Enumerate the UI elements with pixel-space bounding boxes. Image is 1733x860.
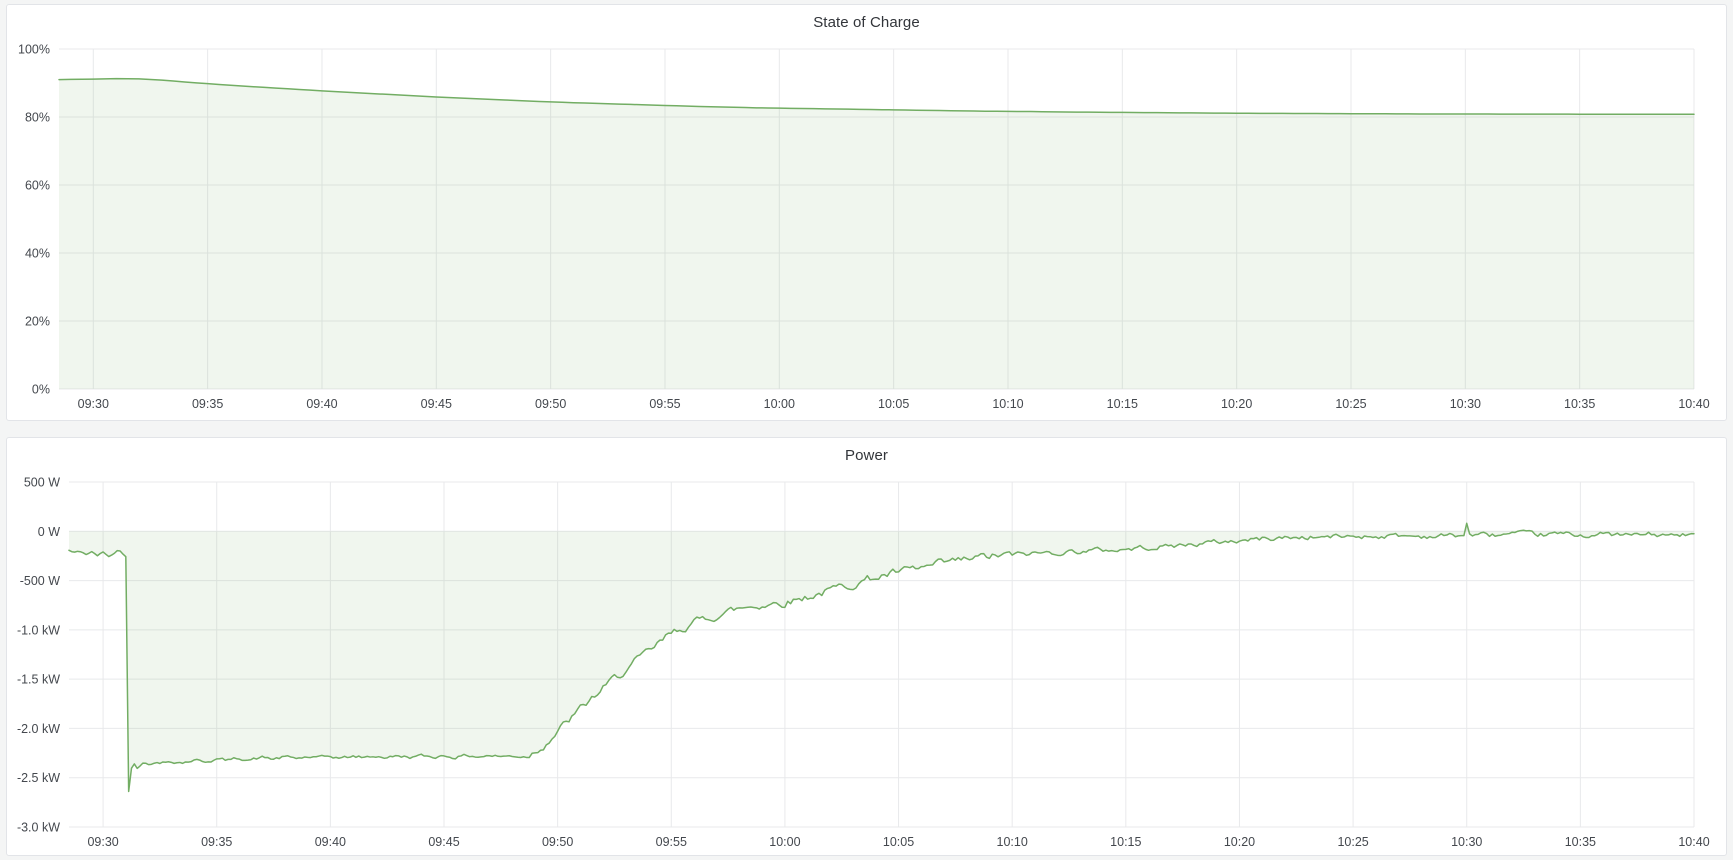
power-chart[interactable]: 500 W 0 W -500 W -1.0 kW -1.5 kW -2.0 kW -2.5 …: [7, 472, 1726, 857]
panel-power: Power 500 W 0 W -500 W -1.0 kW -1.5 kW -2.0 k…: [6, 437, 1727, 856]
x-axis-labels: 09:30 09:35 09:40 09:45 09:50 09:55 10:00 10:05…: [87, 835, 1709, 849]
panel-state-of-charge: State of Charge 100% 80% 60% 40% 20% 0% 09:30 0…: [6, 4, 1727, 421]
series-area-fill: [59, 78, 1694, 389]
x-tick-label: 10:40: [1678, 835, 1709, 849]
x-tick-label: 09:50: [535, 397, 566, 411]
panel-title-power[interactable]: Power: [844, 446, 889, 464]
y-tick-label: 60%: [25, 179, 50, 193]
x-tick-label: 10:40: [1678, 397, 1709, 411]
series-area-fill: [69, 523, 1694, 792]
state-of-charge-chart[interactable]: 100%80%60%40%20%0%09:30 09:35 09:40 09:45 09…: [7, 39, 1726, 419]
x-tick-label: 10:15: [1107, 397, 1138, 411]
grid-lines: [69, 481, 1695, 828]
x-axis-labels: 09:30 09:35 09:40 09:45 09:50 09:55 10:00 10:05…: [78, 397, 1710, 411]
y-tick-label: -2.0 kW: [17, 722, 60, 736]
x-tick-label: 10:10: [997, 835, 1028, 849]
x-tick-label: 10:25: [1335, 397, 1366, 411]
x-tick-label: 10:20: [1224, 835, 1255, 849]
panel-title-state-of-charge[interactable]: State of Charge: [813, 13, 920, 31]
y-tick-label: -1.5 kW: [17, 673, 60, 687]
x-tick-label: 09:55: [656, 835, 687, 849]
x-tick-label: 09:50: [542, 835, 573, 849]
x-tick-label: 09:35: [192, 397, 223, 411]
x-tick-label: 10:15: [1110, 835, 1141, 849]
series-fill-group: [69, 523, 1694, 792]
y-tick-label: 0 W: [38, 525, 60, 539]
y-tick-label: 500 W: [24, 476, 60, 490]
x-tick-label: 10:25: [1337, 835, 1368, 849]
y-tick-label: -2.5 kW: [17, 771, 60, 785]
panel-header-power[interactable]: Power: [7, 438, 1726, 472]
x-tick-label: 10:20: [1221, 397, 1252, 411]
y-axis-labels: 100% 80% 60% 40% 20% 0%: [18, 43, 50, 397]
x-tick-label: 10:30: [1450, 397, 1481, 411]
series-line: [58, 77, 1695, 116]
y-axis-labels: 500 W 0 W -500 W -1.0 kW -1.5 kW -2.0 kW -2.5 …: [17, 476, 60, 835]
x-tick-label: 09:55: [649, 397, 680, 411]
x-tick-label: 10:10: [992, 397, 1023, 411]
y-tick-label: -500 W: [20, 574, 60, 588]
series-line-group: [58, 77, 1695, 116]
x-tick-label: 10:35: [1564, 397, 1595, 411]
series-fill-group: [59, 78, 1694, 389]
y-tick-label: 0%: [32, 383, 50, 397]
x-tick-label: 10:05: [883, 835, 914, 849]
series-line-group: [68, 522, 1695, 793]
x-tick-label: 09:35: [201, 835, 232, 849]
x-tick-label: 10:00: [764, 397, 795, 411]
x-tick-label: 09:45: [421, 397, 452, 411]
x-tick-label: 10:00: [769, 835, 800, 849]
panel-header-state-of-charge[interactable]: State of Charge: [7, 5, 1726, 39]
y-tick-label: 20%: [25, 315, 50, 329]
x-tick-label: 10:05: [878, 397, 909, 411]
x-tick-label: 09:40: [315, 835, 346, 849]
x-tick-label: 10:35: [1565, 835, 1596, 849]
y-tick-label: -3.0 kW: [17, 821, 60, 835]
x-tick-label: 09:30: [78, 397, 109, 411]
y-tick-label: 40%: [25, 247, 50, 261]
x-tick-label: 10:30: [1451, 835, 1482, 849]
y-tick-label: -1.0 kW: [17, 623, 60, 637]
x-tick-label: 09:40: [306, 397, 337, 411]
y-tick-label: 80%: [25, 111, 50, 125]
series-line: [68, 522, 1695, 793]
y-tick-label: 100%: [18, 43, 50, 57]
x-tick-label: 09:30: [87, 835, 118, 849]
x-tick-label: 09:45: [428, 835, 459, 849]
